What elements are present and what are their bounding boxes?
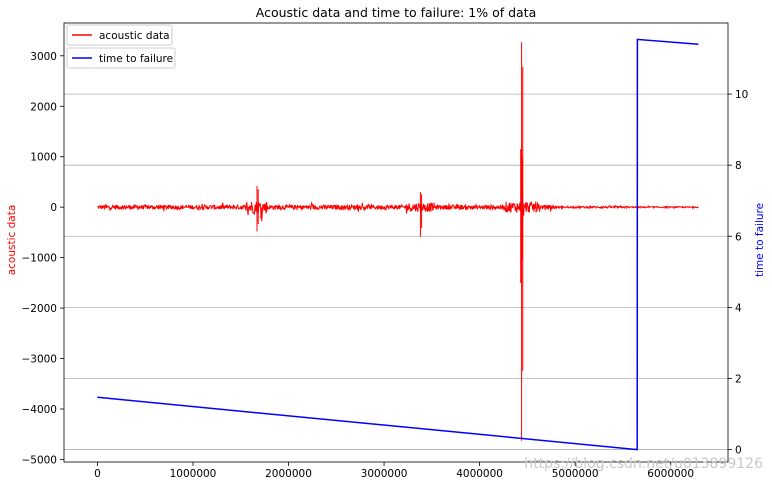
left-y-tick-label: 3000	[30, 51, 57, 63]
left-y-axis-label: acoustic data	[6, 205, 18, 276]
left-y-tick-label: 1000	[30, 152, 57, 164]
right-y-axis-label: time to failure	[754, 203, 766, 277]
plot-frame	[63, 22, 729, 463]
acoustic-data-line	[97, 42, 699, 441]
right-y-tick-label: 8	[735, 160, 742, 172]
right-axis-gridlines	[64, 93, 728, 450]
right-y-tick-label: 0	[735, 445, 742, 457]
x-tick-label: 6000000	[647, 468, 694, 480]
x-tick-label: 1000000	[170, 468, 217, 480]
left-y-tick-label: −3000	[21, 354, 57, 366]
watermark: https://blog.csdn.net/u013899126	[524, 456, 763, 472]
right-y-tick-label: 6	[735, 231, 742, 243]
left-y-tick-label: −5000	[21, 454, 57, 466]
left-y-tick-label: 0	[50, 202, 57, 214]
x-tick-label: 5000000	[552, 468, 599, 480]
legend-time-to-failure-label: time to failure	[99, 53, 173, 65]
chart-title: Acoustic data and time to failure: 1% of…	[256, 5, 537, 20]
left-y-axis: −5000 −4000 −3000 −2000 −1000 0 1000 2000 3000	[21, 51, 64, 466]
right-y-tick-label: 4	[735, 302, 742, 314]
left-y-tick-label: −4000	[21, 404, 57, 416]
x-tick-label: 4000000	[456, 468, 503, 480]
legend-acoustic-data: acoustic data	[66, 24, 173, 46]
x-axis: 0 1000000 2000000 3000000 4000000 5000000 6000…	[94, 462, 694, 480]
left-y-tick-label: −1000	[21, 253, 57, 265]
x-tick-label: 0	[94, 468, 101, 480]
right-y-tick-label: 10	[735, 89, 748, 101]
x-tick-label: 3000000	[361, 468, 408, 480]
series-layer	[97, 38, 699, 451]
left-y-tick-label: −2000	[21, 303, 57, 315]
legend-time-to-failure: time to failure	[66, 47, 176, 69]
right-y-axis: 0 2 4 6 8 10	[728, 89, 748, 457]
time-to-failure-line	[97, 38, 699, 451]
legend-acoustic-label: acoustic data	[99, 30, 170, 42]
x-tick-label: 2000000	[265, 468, 312, 480]
right-y-tick-label: 2	[735, 373, 742, 385]
left-y-tick-label: 2000	[30, 101, 57, 113]
